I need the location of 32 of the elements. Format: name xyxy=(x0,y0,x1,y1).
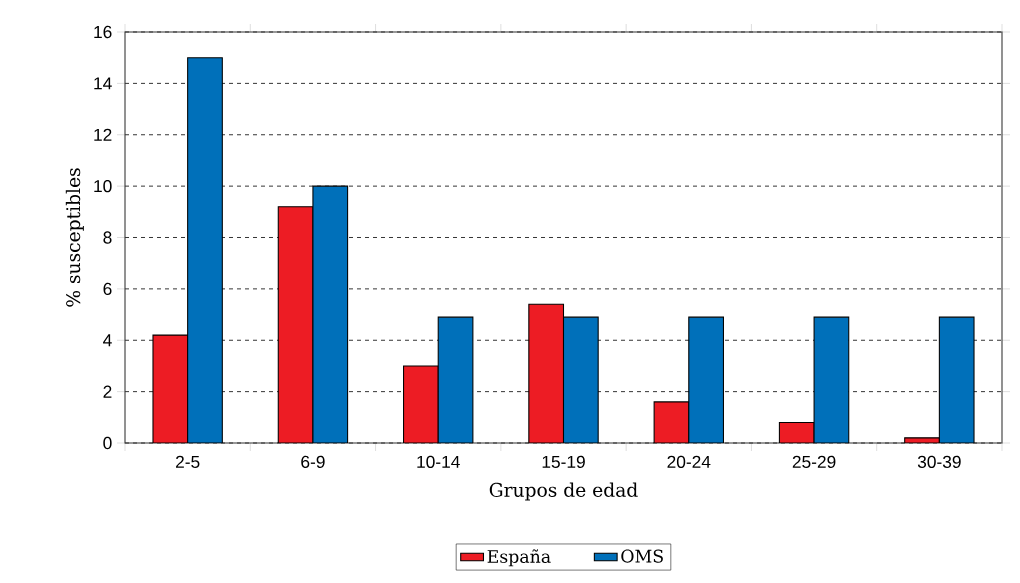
y-tick-label: 6 xyxy=(103,282,112,296)
x-axis-title: Grupos de edad xyxy=(489,482,638,501)
bar xyxy=(437,316,474,443)
y-tick-label: 12 xyxy=(94,128,112,141)
y-tick-label: 16 xyxy=(94,25,112,39)
y-tick-label: 8 xyxy=(103,231,112,244)
x-tick-label: 30-39 xyxy=(917,455,961,468)
bar xyxy=(688,316,724,443)
bar xyxy=(403,365,439,443)
y-tick-label: 2 xyxy=(103,385,112,398)
x-tick-label: 2-5 xyxy=(176,455,200,468)
x-tick-label: 25-29 xyxy=(792,455,836,468)
bar xyxy=(152,334,189,443)
bar xyxy=(653,401,690,443)
bar xyxy=(277,206,314,443)
x-tick-label: 6-9 xyxy=(301,455,325,468)
bar xyxy=(528,303,565,443)
legend-label: OMS xyxy=(621,549,663,563)
bar xyxy=(813,316,850,443)
bar xyxy=(187,57,223,443)
x-tick-label: 20-24 xyxy=(667,455,711,468)
x-tick-label: 15-19 xyxy=(542,455,585,468)
y-axis-title: % susceptibles xyxy=(65,168,84,307)
y-tick-label: 10 xyxy=(94,179,112,193)
legend-label: España xyxy=(487,549,551,567)
bar xyxy=(938,316,975,443)
y-tick-label: 14 xyxy=(94,77,112,90)
x-tick-label: 10-14 xyxy=(417,455,460,468)
bar xyxy=(312,185,349,443)
y-tick-label: 0 xyxy=(103,436,112,450)
y-tick-label: 4 xyxy=(103,334,112,347)
bar xyxy=(562,316,599,443)
